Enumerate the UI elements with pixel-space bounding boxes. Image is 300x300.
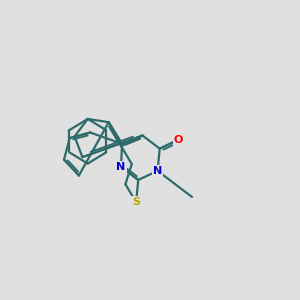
Text: N: N	[116, 162, 126, 172]
Text: S: S	[132, 197, 140, 207]
Text: O: O	[173, 135, 183, 145]
Text: N: N	[153, 166, 162, 176]
